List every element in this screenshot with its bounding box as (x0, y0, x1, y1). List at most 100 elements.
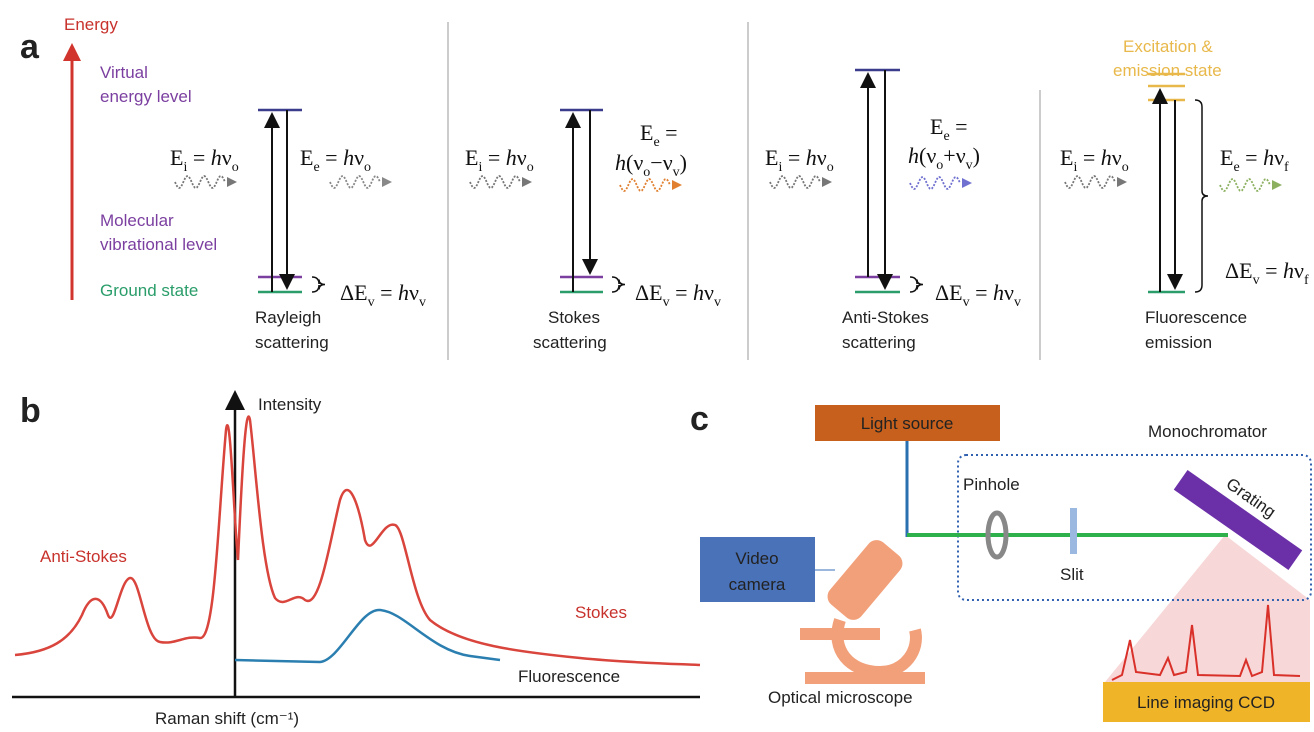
brace (909, 276, 924, 293)
formula-part: e (653, 135, 659, 150)
formula-part: +ν (943, 143, 965, 168)
formula-part: = (970, 280, 993, 305)
photon-wave (174, 175, 226, 189)
formula-part: h (398, 280, 409, 305)
formula-part: = (375, 280, 398, 305)
ccd (1103, 682, 1310, 722)
formula-part: o (827, 160, 834, 175)
formula-part: i (1073, 160, 1077, 175)
formula: Ee = (930, 114, 968, 144)
formula-part: E (1060, 145, 1073, 170)
component-label: Monochromator (1148, 422, 1267, 441)
formula-part: h (806, 145, 817, 170)
energy-label: Energy (64, 15, 118, 34)
formula-part: ν (704, 280, 714, 305)
formula-part: i (478, 160, 482, 175)
formula-part: ν (354, 145, 364, 170)
formula-part: ) (973, 143, 980, 168)
formula-part: E (170, 145, 183, 170)
video-camera (700, 537, 815, 602)
formula-part: E (465, 145, 478, 170)
pinhole (985, 510, 1009, 560)
formula-part: v (1253, 273, 1260, 288)
formula-part: = (320, 145, 343, 170)
panel-label: a (20, 28, 40, 66)
formula-part: ΔE (935, 280, 963, 305)
component-label: Line imaging CCD (1137, 693, 1275, 712)
photon-wave (619, 178, 671, 192)
formula-part: = (482, 145, 505, 170)
slit (1070, 508, 1077, 554)
brace (311, 276, 326, 293)
level-label: Ground state (100, 281, 198, 300)
raman-curve (14, 415, 701, 667)
formula-part: o (527, 160, 534, 175)
formula-part: e (313, 160, 319, 175)
formula-part: v (368, 295, 375, 310)
formula-part: ν (222, 145, 232, 170)
formula-part: (ν (919, 143, 936, 168)
formula-part: = (1077, 145, 1100, 170)
dividers (447, 22, 1041, 360)
formula-part: h (211, 145, 222, 170)
formula-part: v (673, 165, 680, 180)
process-name: scattering (533, 333, 607, 352)
formula-part: v (419, 295, 426, 310)
formula-part: o (936, 158, 943, 173)
photon-arrow (672, 180, 682, 190)
formula: Ee = (640, 120, 678, 150)
formula-part: ν (1274, 145, 1284, 170)
formula-part: h (615, 150, 626, 175)
panel-label: c (690, 400, 709, 438)
formula-part: o (232, 160, 239, 175)
formula-part: (ν (626, 150, 643, 175)
formula-part: h (506, 145, 517, 170)
formula-part: e (943, 129, 949, 144)
component-label: Light source (861, 414, 954, 433)
formula-part: E (300, 145, 313, 170)
formula-part: ν (1294, 258, 1304, 283)
fluorescence-curve (234, 608, 501, 664)
formula: Ei = hνo (170, 145, 239, 175)
light-source (815, 405, 1000, 441)
formula-part: v (1014, 295, 1021, 310)
process-name: emission (1145, 333, 1212, 352)
axis-label: Raman shift (cm⁻¹) (155, 709, 299, 728)
level-label: energy level (100, 87, 192, 106)
formula-part: h (1263, 145, 1274, 170)
formula-part: h (343, 145, 354, 170)
brace (611, 276, 626, 293)
formula-part: ν (1112, 145, 1122, 170)
formula-part: o (364, 160, 371, 175)
formula: Ei = hνo (1060, 145, 1129, 175)
formula-part: ν (517, 145, 527, 170)
photon-arrow (1272, 180, 1282, 190)
formula-part: h (1283, 258, 1294, 283)
level-label: Molecular (100, 211, 174, 230)
brace (1194, 99, 1209, 293)
microscope (800, 540, 925, 684)
formula-part: f (1284, 160, 1289, 175)
formula-part: ΔE (635, 280, 663, 305)
formula-part: = (660, 120, 678, 145)
process-name: Fluorescence (1145, 308, 1247, 327)
formula: h(νo+νv) (908, 143, 980, 173)
panel-label: b (20, 392, 41, 430)
formula-part: h (908, 143, 919, 168)
photon-arrow (522, 177, 532, 187)
formula: Ee = hνf (1220, 145, 1289, 175)
formula: Ei = hνo (765, 145, 834, 175)
state-label: emission state (1113, 61, 1222, 80)
photon-arrow (227, 177, 237, 187)
process-name: Anti-Stokes (842, 308, 929, 327)
process-name: Stokes (548, 308, 600, 327)
formula: ΔEv = hνv (935, 280, 1021, 310)
formula-part: ν (817, 145, 827, 170)
formula-part: = (782, 145, 805, 170)
curve-label: Fluorescence (518, 667, 620, 686)
formula-part: = (950, 114, 968, 139)
formula-part: ν (409, 280, 419, 305)
component-label: Optical microscope (768, 688, 913, 707)
formula-part: h (693, 280, 704, 305)
